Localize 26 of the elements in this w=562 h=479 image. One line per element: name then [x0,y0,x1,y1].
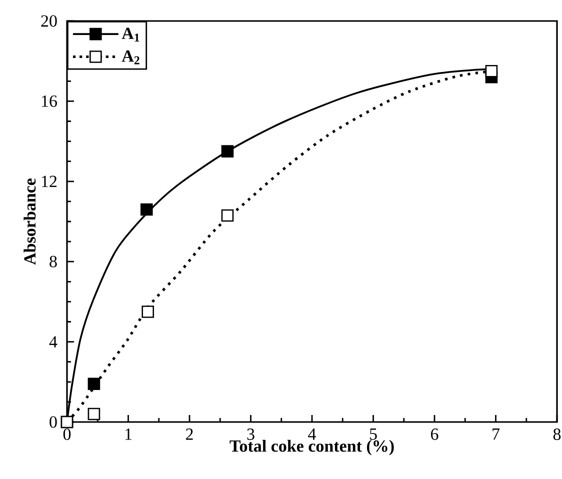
x-tick-label: 8 [553,428,561,440]
x-tick-label: 4 [308,428,316,440]
point [485,64,498,78]
point [140,203,153,216]
point [221,209,234,222]
x-tick-label: 3 [247,428,254,440]
y-tick-label: 20 [41,15,57,27]
x-tick-label: 7 [492,428,500,440]
y-tick-label: 12 [42,176,57,188]
x-tick-label: 0 [63,428,71,440]
x-tick-label: 2 [186,428,193,440]
x-axis-title: Total coke content (%) [230,440,394,456]
y-tick-label: 16 [42,95,57,107]
x-tick-label: 6 [430,428,438,440]
y-tick-label: 0 [50,416,57,428]
legend-label: A$_{1}$ [122,28,140,42]
point [221,145,234,158]
y-tick-label: 8 [50,256,57,268]
point [88,378,100,390]
y-tick-label: 4 [49,336,58,348]
legend-label: A$_{2}$ [122,50,140,64]
point [88,408,100,420]
y-axis-title: Absorbance [24,178,36,265]
x-tick-label: 5 [370,428,377,440]
x-tick-label: 1 [126,428,132,440]
point [142,306,154,318]
